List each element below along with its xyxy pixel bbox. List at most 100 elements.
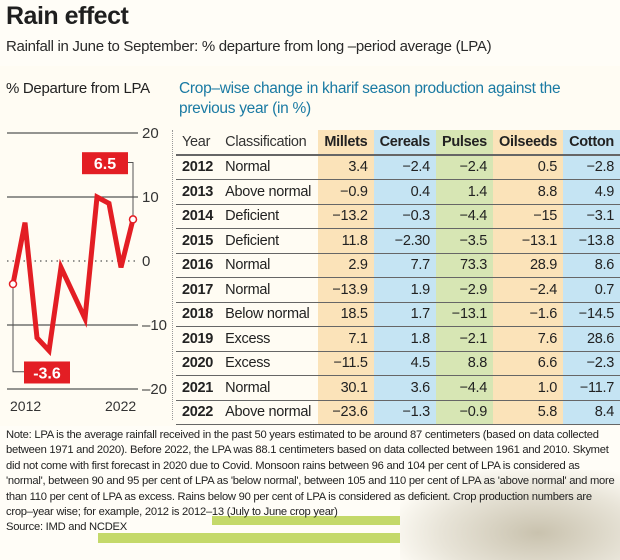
header-pulses: Pulses	[435, 130, 493, 156]
cell-pulses: 8.8	[435, 351, 493, 376]
cell-year: 2014	[176, 204, 220, 229]
cell-cotton: −3.1	[563, 204, 620, 229]
page-title: Rain effect	[6, 2, 129, 30]
cell-oilseeds: −2.4	[493, 277, 564, 303]
cell-millets: −13.2	[318, 204, 374, 229]
annotation-box	[82, 152, 128, 175]
table-row: 2018 Below normal 18.5 1.7 −13.1 −1.6 −14.5	[176, 302, 620, 327]
cell-year: 2021	[176, 375, 220, 401]
chart-title: % Departure from LPA	[6, 80, 150, 97]
cell-millets: −11.5	[318, 351, 374, 376]
cell-millets: 3.4	[318, 154, 374, 180]
cell-millets: 7.1	[318, 326, 374, 352]
cell-classification: Normal	[219, 277, 319, 303]
table-row: 2013 Above normal −0.9 0.4 1.4 8.8 4.9	[176, 179, 620, 205]
cell-classification: Excess	[219, 326, 319, 352]
cell-classification: Normal	[219, 375, 319, 401]
cell-millets: −0.9	[318, 179, 374, 205]
cell-year: 2015	[176, 228, 220, 254]
cell-year: 2018	[176, 302, 220, 327]
y-tick-label: –10	[142, 317, 167, 334]
x-tick-label: 2012	[10, 398, 41, 414]
annotation-leader	[12, 284, 25, 373]
cell-cotton: −2.8	[563, 154, 620, 180]
cell-classification: Excess	[219, 351, 319, 376]
table-row: 2022 Above normal −23.6 −1.3 −0.9 5.8 8.4	[176, 400, 620, 425]
table-row: 2014 Deficient −13.2 −0.3 −4.4 −15 −3.1	[176, 204, 620, 229]
cell-oilseeds: 0.5	[493, 154, 564, 180]
cell-cereals: 4.5	[373, 351, 436, 376]
data-point-marker	[128, 215, 138, 224]
cell-pulses: −2.1	[435, 326, 493, 352]
cell-cereals: 7.7	[373, 253, 436, 278]
cell-cotton: −11.7	[563, 375, 620, 401]
cell-millets: 2.9	[318, 253, 374, 278]
cell-cereals: −2.4	[373, 154, 436, 180]
cell-millets: −23.6	[318, 400, 374, 425]
annotation-label: 6.5	[94, 156, 116, 173]
cell-cotton: −14.5	[563, 302, 620, 327]
cell-cereals: 1.9	[373, 277, 436, 303]
header-cereals: Cereals	[373, 130, 436, 156]
cell-pulses: −3.5	[435, 228, 493, 254]
cell-oilseeds: 5.8	[493, 400, 564, 425]
cell-millets: 11.8	[318, 228, 374, 254]
cell-classification: Below normal	[219, 302, 319, 327]
y-tick-label: 10	[142, 189, 159, 206]
cell-oilseeds: −1.6	[493, 302, 564, 327]
cell-year: 2017	[176, 277, 220, 303]
cell-millets: 18.5	[318, 302, 374, 327]
table-row: 2020 Excess −11.5 4.5 8.8 6.6 −2.3	[176, 351, 620, 376]
cell-classification: Normal	[219, 154, 319, 180]
table-row: 2016 Normal 2.9 7.7 73.3 28.9 8.6	[176, 253, 620, 278]
cell-year: 2020	[176, 351, 220, 376]
cell-cereals: 3.6	[373, 375, 436, 401]
decorative-bar	[212, 516, 400, 525]
note-text: Note: LPA is the average rainfall receiv…	[6, 429, 615, 519]
cell-pulses: −0.9	[435, 400, 493, 425]
y-tick-label: –20	[142, 381, 167, 398]
cell-cereals: −1.3	[373, 400, 436, 425]
departure-line-chart: 20 10 0 –10 –20 -3.6 6.5 2012 2022	[7, 125, 167, 414]
cell-classification: Deficient	[219, 228, 319, 254]
cell-cereals: 1.7	[373, 302, 436, 327]
decorative-bar	[98, 533, 400, 543]
cell-oilseeds: 28.9	[493, 253, 564, 278]
footnote: Note: LPA is the average rainfall receiv…	[6, 428, 616, 536]
table-row: 2012 Normal 3.4 −2.4 −2.4 0.5 −2.8	[176, 154, 620, 180]
cell-year: 2016	[176, 253, 220, 278]
header-classification: Classification	[219, 130, 319, 156]
table-row: 2015 Deficient 11.8 −2.30 −3.5 −13.1 −13.8	[176, 228, 620, 254]
cell-pulses: −4.4	[435, 375, 493, 401]
cell-cotton: 8.4	[563, 400, 620, 425]
table-row: 2021 Normal 30.1 3.6 −4.4 1.0 −11.7	[176, 375, 620, 401]
cell-classification: Above normal	[219, 400, 319, 425]
cell-cotton: −13.8	[563, 228, 620, 254]
cell-cotton: 8.6	[563, 253, 620, 278]
crop-table: Year Classification Millets Cereals Puls…	[176, 130, 620, 425]
y-tick-label: 20	[142, 125, 159, 142]
cell-pulses: −4.4	[435, 204, 493, 229]
y-tick-label: 0	[142, 253, 150, 270]
cell-classification: Normal	[219, 253, 319, 278]
cell-pulses: −2.9	[435, 277, 493, 303]
cell-cereals: 1.8	[373, 326, 436, 352]
header-year: Year	[176, 130, 220, 156]
cell-year: 2013	[176, 179, 220, 205]
cell-oilseeds: 1.0	[493, 375, 564, 401]
table-row: 2017 Normal −13.9 1.9 −2.9 −2.4 0.7	[176, 277, 620, 303]
cell-cotton: 28.6	[563, 326, 620, 352]
cell-oilseeds: 7.6	[493, 326, 564, 352]
cell-oilseeds: 8.8	[493, 179, 564, 205]
page-subtitle: Rainfall in June to September: % departu…	[6, 38, 492, 55]
annotation-box	[24, 361, 70, 384]
background-photo	[400, 470, 620, 560]
cell-classification: Deficient	[219, 204, 319, 229]
table-title: Crop–wise change in kharif season produc…	[179, 80, 561, 117]
cell-year: 2019	[176, 326, 220, 352]
series-line	[10, 193, 136, 357]
cell-cotton: 4.9	[563, 179, 620, 205]
cell-millets: 30.1	[318, 375, 374, 401]
cell-pulses: −2.4	[435, 154, 493, 180]
table-row: 2019 Excess 7.1 1.8 −2.1 7.6 28.6	[176, 326, 620, 352]
